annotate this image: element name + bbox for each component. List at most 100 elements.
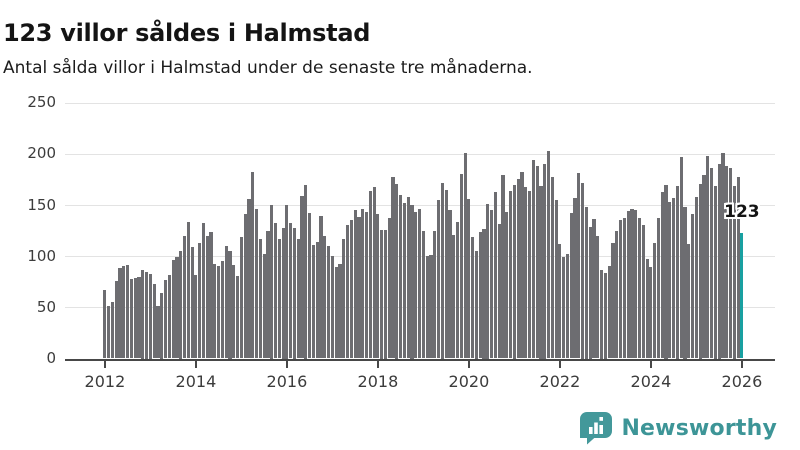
bar (653, 242, 657, 359)
x-axis-tick (285, 360, 288, 368)
bar (190, 246, 194, 359)
bar (702, 175, 706, 359)
bar (391, 177, 395, 359)
bar (330, 256, 334, 359)
x-axis-label: 2014 (175, 371, 217, 391)
bar (323, 235, 327, 359)
x-axis-label: 2016 (266, 371, 308, 391)
bar (709, 168, 714, 359)
bar (315, 241, 319, 359)
bar (338, 264, 342, 359)
bar (672, 197, 676, 359)
bar (163, 279, 168, 359)
bar (232, 265, 236, 359)
x-axis-tick (194, 360, 197, 368)
x-axis-line (65, 358, 775, 361)
bar (482, 228, 486, 359)
bar (387, 218, 391, 359)
bar (444, 189, 448, 359)
bar (201, 223, 206, 359)
bar (296, 238, 300, 359)
bar (361, 209, 365, 359)
bar (273, 223, 278, 359)
bar (546, 150, 551, 359)
gridline-y150 (65, 205, 775, 206)
highlighted-bar (740, 232, 744, 359)
bar (562, 257, 566, 359)
bar (524, 186, 528, 359)
bar (141, 269, 145, 359)
bar (182, 235, 187, 359)
bar (236, 275, 240, 359)
bar (205, 235, 209, 359)
bar (133, 277, 137, 359)
bar (448, 210, 452, 359)
newsworthy-wordmark: Newsworthy (621, 415, 777, 441)
bar (433, 230, 437, 359)
x-axis-tick (740, 360, 743, 368)
bar (357, 217, 361, 359)
bar (103, 289, 107, 359)
bar (694, 196, 698, 359)
bar (565, 254, 570, 359)
bar (436, 199, 441, 359)
bar (717, 164, 721, 359)
page-title: 123 villor såldes i Halmstad (3, 19, 371, 48)
bar (721, 152, 725, 359)
bar (308, 213, 312, 359)
bar (220, 261, 225, 359)
bar (497, 224, 501, 359)
bar (300, 195, 304, 359)
bar (122, 266, 126, 359)
bar (334, 267, 338, 359)
bar (368, 190, 372, 359)
bar (706, 155, 710, 359)
x-axis-label: 2022 (539, 371, 581, 391)
bar (421, 230, 425, 359)
bar (247, 198, 251, 359)
bar (327, 245, 331, 359)
bar (687, 243, 691, 359)
x-axis-label: 2024 (630, 371, 672, 391)
bar (728, 168, 733, 359)
bar (179, 251, 183, 359)
bar (736, 177, 740, 359)
bar (410, 205, 414, 359)
bar (304, 184, 308, 359)
bar (217, 266, 221, 359)
gridline-y200 (65, 153, 775, 155)
bar (148, 273, 152, 359)
bar (239, 236, 243, 359)
bar (372, 186, 376, 359)
bar (414, 212, 418, 359)
bar (630, 209, 634, 359)
y-axis-label: 200 (27, 144, 56, 163)
bar (725, 166, 729, 359)
x-axis-label: 2020 (448, 371, 490, 391)
bar (649, 267, 653, 359)
x-axis-tick (103, 360, 106, 368)
bar (353, 210, 357, 359)
bar (171, 260, 175, 359)
bar (137, 276, 141, 359)
bar (243, 214, 247, 359)
y-axis-label: 250 (27, 93, 56, 112)
x-axis-tick (376, 360, 379, 368)
y-axis-label: 50 (36, 297, 56, 316)
bar (213, 264, 217, 359)
bar (209, 231, 213, 359)
bar (198, 242, 202, 359)
bar (126, 265, 130, 359)
bar (380, 229, 384, 359)
bar (251, 172, 255, 359)
bar (289, 223, 293, 359)
bar (603, 272, 607, 359)
bar (463, 152, 467, 359)
bar (732, 185, 736, 359)
x-axis-tick (558, 360, 561, 368)
bar (262, 254, 266, 359)
bar (292, 227, 297, 359)
bar (167, 274, 171, 359)
bar (675, 185, 680, 359)
